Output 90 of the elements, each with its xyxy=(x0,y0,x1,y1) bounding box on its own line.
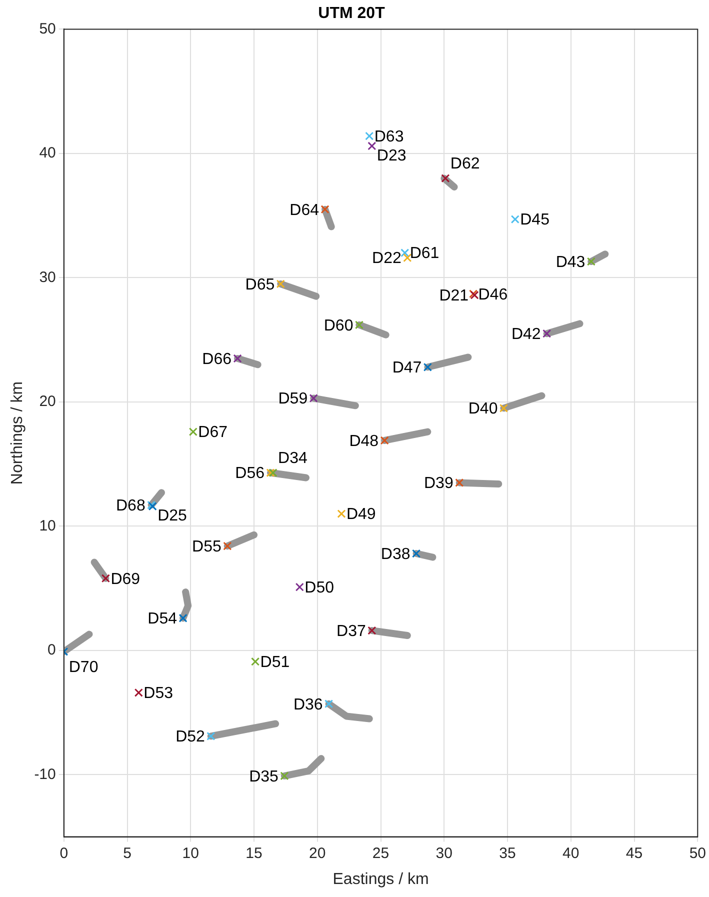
annotation: D50 xyxy=(304,579,334,596)
chart-title: UTM 20T xyxy=(318,5,386,22)
annotation: D70 xyxy=(68,659,98,676)
point xyxy=(368,626,376,635)
y-tick-label: 10 xyxy=(39,517,56,534)
y-tick-label: 30 xyxy=(39,268,56,286)
x-tick-label: 10 xyxy=(182,844,199,862)
point xyxy=(586,257,596,266)
annotation: D51 xyxy=(260,654,290,672)
x-tick-label: 30 xyxy=(436,844,452,862)
point xyxy=(354,320,364,330)
point xyxy=(380,436,389,445)
annotation: D66 xyxy=(202,350,232,368)
annotation: D25 xyxy=(158,508,188,525)
annotation: D65 xyxy=(245,276,275,294)
annotation: D68 xyxy=(116,497,146,514)
point xyxy=(268,468,278,478)
annotation: D47 xyxy=(392,360,422,377)
annotation: D37 xyxy=(336,622,366,640)
point xyxy=(400,248,410,258)
point xyxy=(423,362,432,372)
annotation: D53 xyxy=(144,685,174,702)
x-tick-label: 45 xyxy=(626,844,643,862)
y-tick-label: 50 xyxy=(39,20,56,38)
point xyxy=(134,688,143,697)
annotation: D36 xyxy=(293,696,323,714)
annotation: D59 xyxy=(278,390,308,408)
annotation: D69 xyxy=(110,570,140,588)
y-tick-label: 40 xyxy=(39,144,56,162)
point xyxy=(542,329,552,338)
point xyxy=(266,468,275,478)
point xyxy=(280,772,289,780)
point xyxy=(206,732,216,740)
annotation: D43 xyxy=(556,254,586,271)
point xyxy=(295,582,304,592)
annotation: D23 xyxy=(376,147,406,164)
annotation: D21 xyxy=(439,287,469,304)
point xyxy=(412,549,421,558)
x-tick-label: 20 xyxy=(309,844,326,862)
annotation: D54 xyxy=(148,610,178,628)
annotation: D55 xyxy=(192,538,222,556)
point xyxy=(223,542,232,550)
annotation: D62 xyxy=(450,156,480,173)
y-tick-label: -10 xyxy=(34,766,56,783)
point xyxy=(510,215,520,224)
point xyxy=(324,700,334,708)
x-tick-label: 50 xyxy=(689,844,706,862)
point xyxy=(250,657,260,666)
point xyxy=(188,427,198,436)
x-axis-title: Eastings / km xyxy=(332,870,429,888)
annotation: D49 xyxy=(346,506,376,524)
annotation: D45 xyxy=(520,212,550,229)
annotation: D52 xyxy=(176,728,206,746)
annotation: D67 xyxy=(198,424,228,442)
x-tick-label: 15 xyxy=(246,844,262,862)
annotation: D34 xyxy=(278,450,308,468)
annotation: D63 xyxy=(374,128,404,146)
annotation: D46 xyxy=(478,286,508,304)
point xyxy=(178,614,188,622)
point xyxy=(499,404,508,412)
x-tick-label: 40 xyxy=(562,844,580,862)
x-tick-label: 5 xyxy=(123,844,132,862)
point xyxy=(441,174,450,183)
point xyxy=(309,394,318,402)
annotation: D22 xyxy=(372,250,402,268)
annotation: D39 xyxy=(424,475,454,492)
point xyxy=(368,142,376,150)
annotation: D56 xyxy=(235,465,265,482)
y-axis-title: Northings / km xyxy=(9,381,26,485)
point xyxy=(365,132,374,140)
annotation: D38 xyxy=(380,546,410,563)
point xyxy=(337,509,346,518)
point xyxy=(101,574,110,583)
annotation: D42 xyxy=(511,326,541,344)
point xyxy=(320,205,330,214)
annotation: D64 xyxy=(290,202,320,219)
annotation: D60 xyxy=(324,317,354,334)
annotation: D35 xyxy=(249,768,279,786)
point xyxy=(403,254,412,262)
annotation: D40 xyxy=(468,400,498,418)
point xyxy=(276,280,285,288)
x-tick-label: 25 xyxy=(372,844,390,862)
point xyxy=(455,478,464,487)
point xyxy=(233,354,242,363)
x-tick-label: 35 xyxy=(499,844,516,862)
annotation: D61 xyxy=(410,245,440,262)
y-tick-label: 0 xyxy=(48,642,56,659)
annotation: D48 xyxy=(349,432,379,450)
y-tick-label: 20 xyxy=(39,393,56,410)
x-tick-label: 0 xyxy=(60,844,68,862)
